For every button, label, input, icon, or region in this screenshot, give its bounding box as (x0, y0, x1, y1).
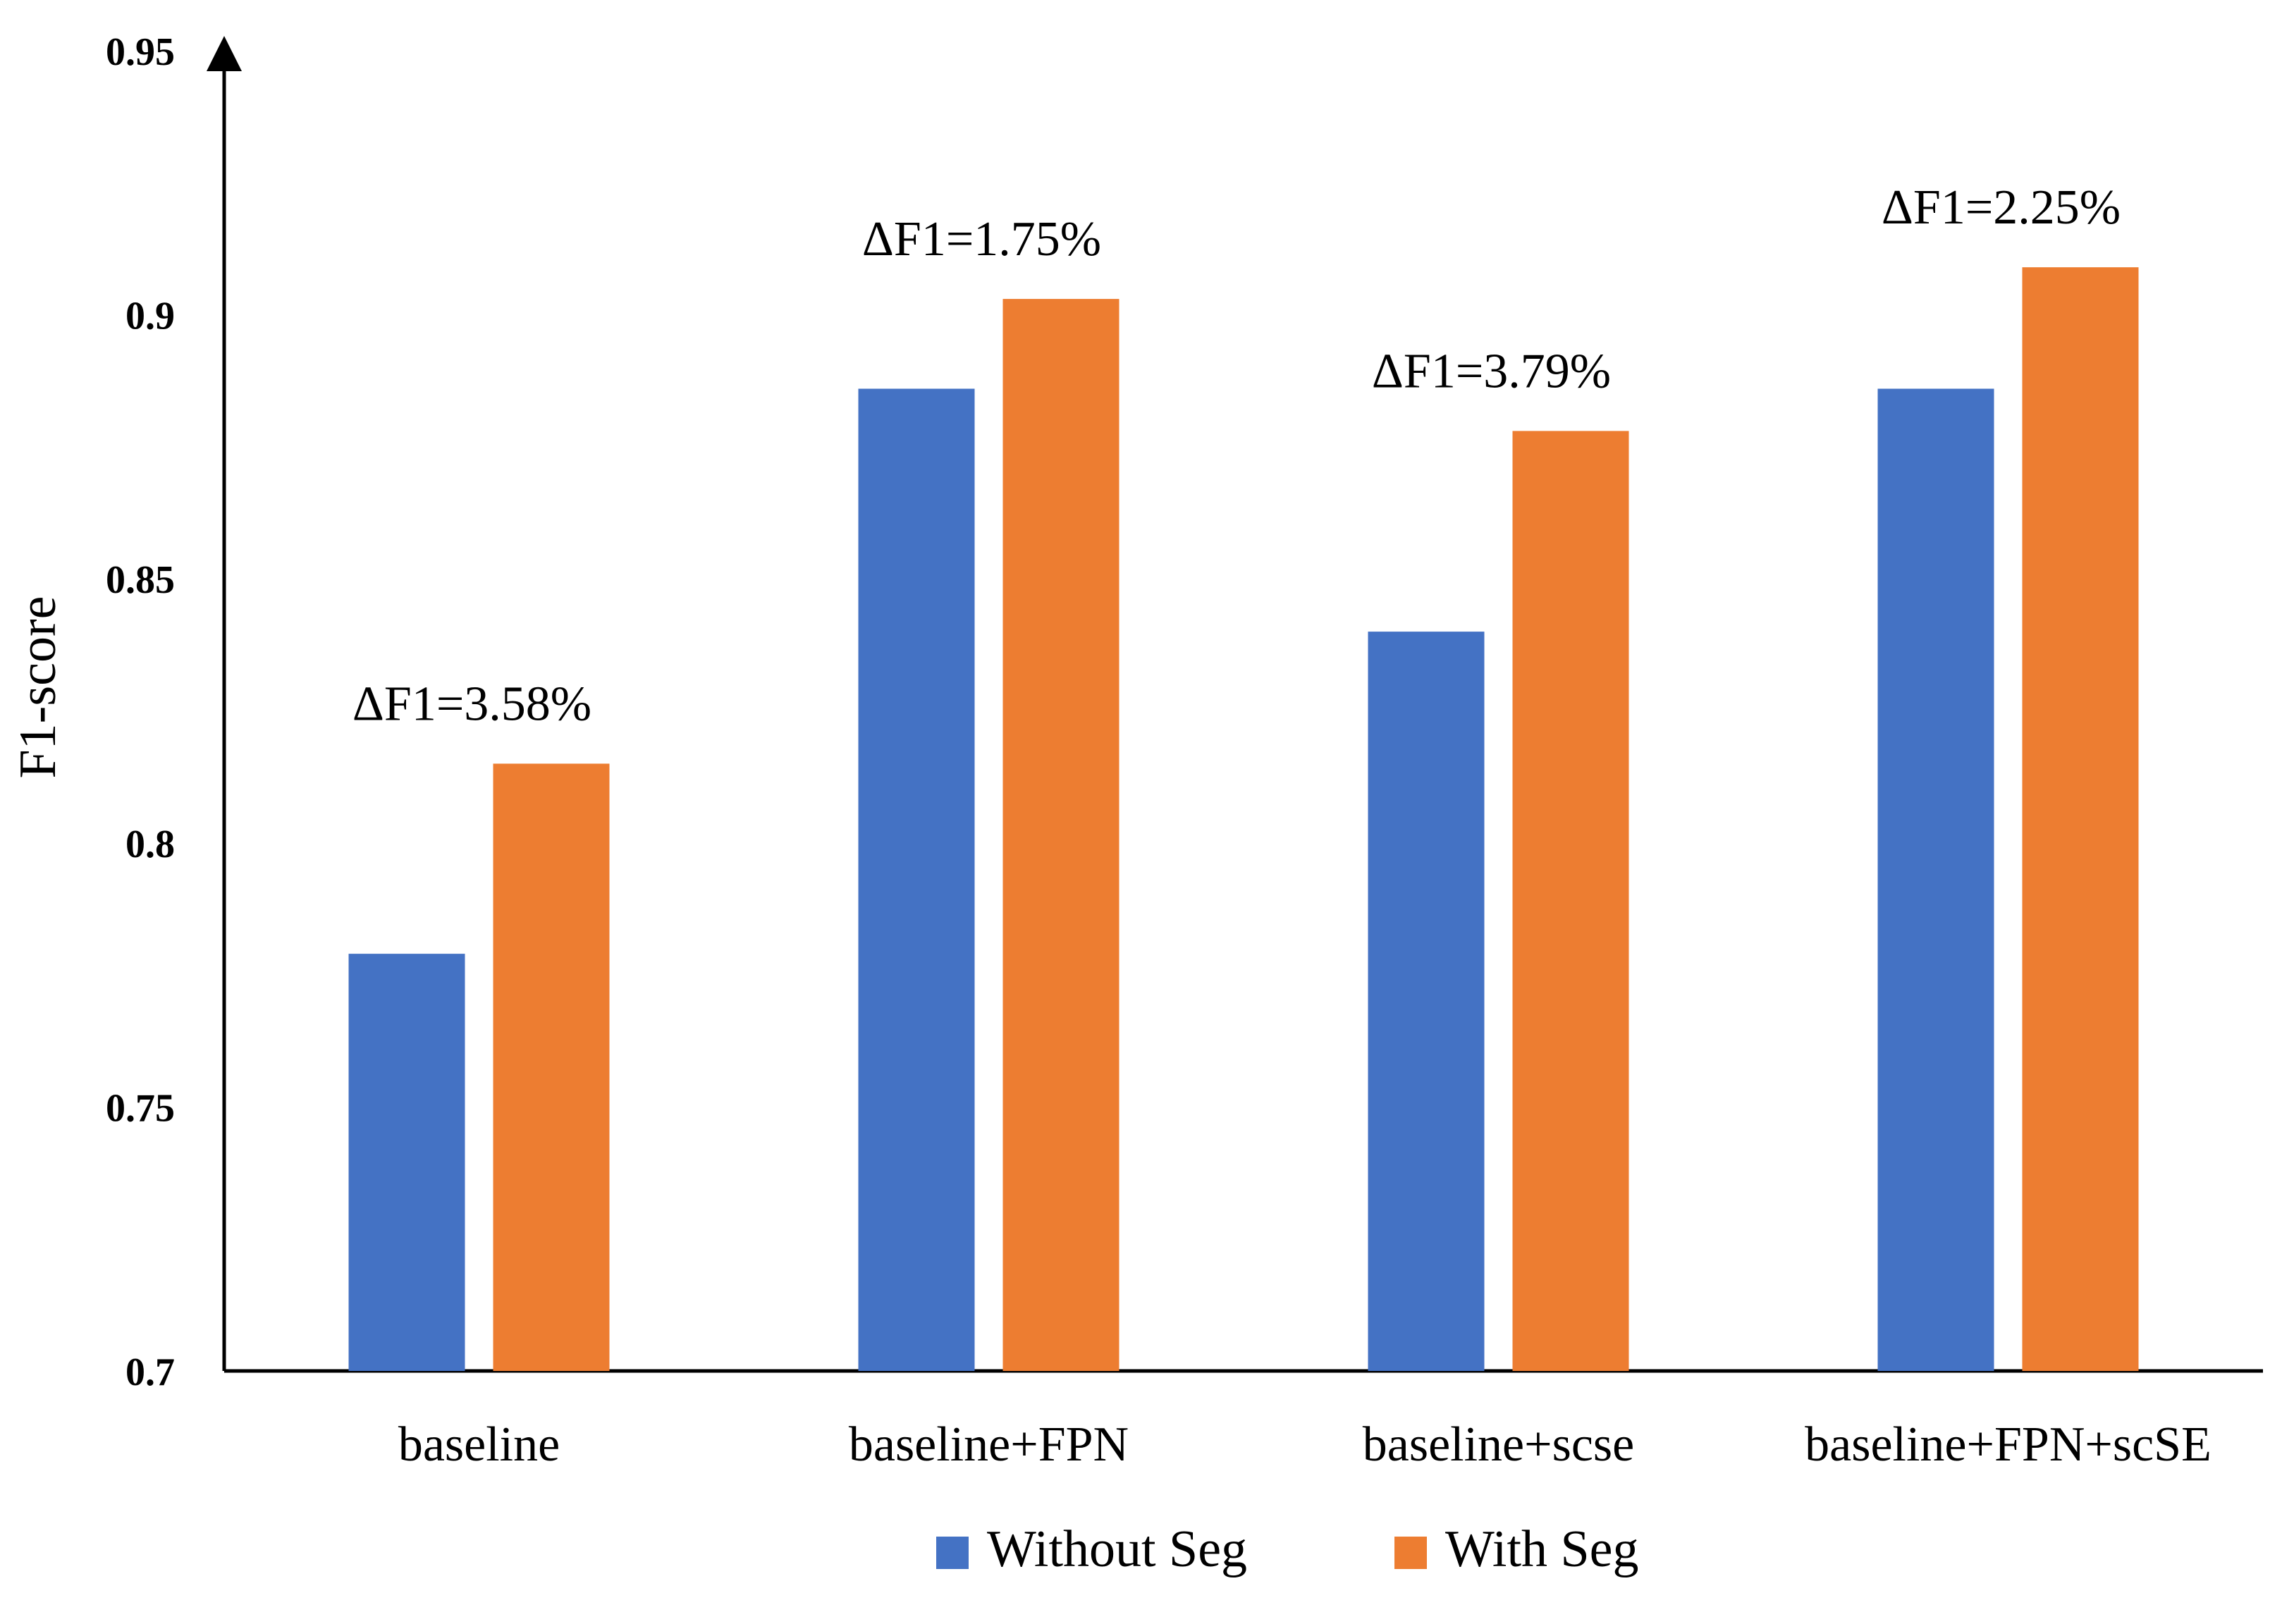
legend-swatch-with-seg (1394, 1537, 1427, 1569)
y-axis-label: F1-score (9, 596, 67, 779)
y-axis: 0.7 0.75 0.8 0.85 0.9 0.95 (106, 30, 242, 1394)
delta-f1-annotation: ΔF1=1.75% (862, 212, 1101, 266)
x-tick-label: baseline (398, 1417, 560, 1472)
bar-with-seg-2 (1512, 431, 1629, 1371)
bar-without-seg-3 (1877, 388, 1994, 1371)
legend: Without Seg With Seg (936, 1520, 1639, 1578)
bar-without-seg-0 (348, 954, 465, 1371)
y-tick-label: 0.85 (106, 558, 175, 602)
x-tick-label: baseline+FPN (849, 1417, 1129, 1472)
y-tick-label: 0.9 (125, 295, 175, 338)
legend-swatch-without-seg (936, 1537, 969, 1569)
bar-without-seg-1 (858, 388, 975, 1371)
y-tick-label: 0.75 (106, 1086, 175, 1130)
delta-f1-annotation: ΔF1=3.79% (1372, 344, 1611, 398)
delta-annotations: ΔF1=3.58% ΔF1=1.75% ΔF1=3.79% ΔF1=2.25% (352, 180, 2121, 731)
bar-with-seg-0 (493, 763, 610, 1371)
delta-f1-annotation: ΔF1=2.25% (1882, 180, 2121, 235)
bar-without-seg-2 (1368, 632, 1485, 1371)
y-tick-label: 0.7 (125, 1351, 175, 1394)
bars (348, 267, 2139, 1371)
x-tick-label: baseline+FPN+scSE (1805, 1417, 2212, 1472)
delta-f1-annotation: ΔF1=3.58% (352, 677, 591, 731)
legend-label: With Seg (1445, 1520, 1639, 1578)
x-tick-label: baseline+scse (1363, 1417, 1634, 1472)
bar-with-seg-1 (1002, 299, 1119, 1371)
y-tick-label: 0.8 (125, 823, 175, 866)
y-tick-label: 0.95 (106, 30, 175, 74)
legend-label: Without Seg (987, 1520, 1247, 1578)
bar-with-seg-3 (2022, 267, 2139, 1371)
x-axis: baseline baseline+FPN baseline+scse baselin… (224, 1369, 2263, 1472)
